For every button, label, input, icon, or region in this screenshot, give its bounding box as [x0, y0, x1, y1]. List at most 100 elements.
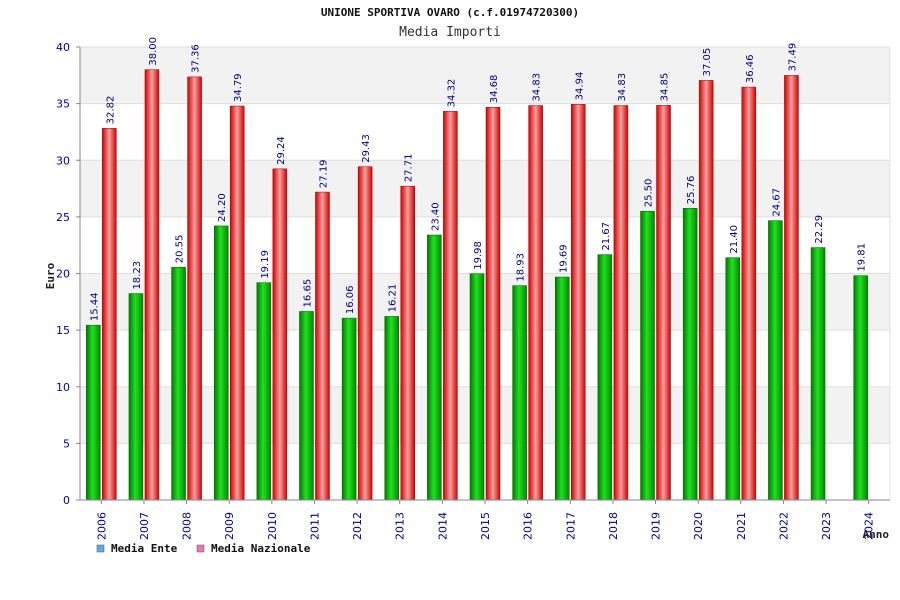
y-tick-label-5: 5	[63, 437, 70, 450]
data-label-media-nazionale-2007: 38.00	[148, 37, 159, 66]
data-label-media-ente-2015: 19.98	[473, 241, 484, 270]
y-tick-label-10: 10	[56, 381, 70, 394]
x-tick-labels: 2006 2007 2008 2009 2010 2011 2012 2013 2014 2015…	[95, 500, 876, 540]
bar-media-nazionale-2017	[571, 104, 586, 501]
bar-media-ente-2012	[341, 317, 357, 501]
bar-media-ente-2009	[213, 225, 229, 501]
bar-media-ente-2019	[640, 210, 655, 501]
x-tick-label-2014: 2014	[436, 512, 449, 540]
bar-media-nazionale-2008	[187, 76, 202, 501]
data-label-media-nazionale-2011: 27.19	[318, 159, 329, 188]
bars	[86, 69, 868, 501]
y-tick-label-15: 15	[56, 324, 70, 337]
bar-media-nazionale-2014	[443, 111, 458, 501]
data-label-media-ente-2017: 19.69	[558, 244, 569, 273]
x-tick-label-2006: 2006	[95, 512, 108, 540]
data-label-media-nazionale-2018: 34.83	[617, 73, 628, 102]
bar-media-nazionale-2007	[144, 69, 160, 501]
bar-media-ente-2011	[299, 311, 314, 501]
bar-media-nazionale-2018	[613, 105, 629, 501]
bar-media-ente-2023	[810, 247, 826, 501]
data-label-media-ente-2024: 19.81	[857, 243, 868, 272]
bar-media-ente-2007	[128, 293, 144, 501]
data-labels: 15.44 32.82 18.23 38.00 20.55 37.36 24.20 34.79…	[89, 37, 867, 321]
data-label-media-nazionale-2009: 34.79	[233, 73, 244, 102]
y-tick-label-40: 40	[56, 41, 70, 54]
data-label-media-nazionale-2014: 34.32	[446, 79, 457, 108]
x-tick-label-2008: 2008	[181, 512, 194, 540]
data-label-media-nazionale-2008: 37.36	[191, 44, 202, 73]
bar-media-ente-2010	[256, 282, 272, 501]
x-tick-label-2012: 2012	[351, 512, 364, 540]
data-label-media-nazionale-2020: 37.05	[702, 48, 713, 77]
data-label-media-nazionale-2013: 27.71	[404, 154, 415, 183]
bar-media-ente-2017	[555, 276, 570, 501]
x-tick-label-2016: 2016	[522, 512, 535, 540]
data-label-media-ente-2011: 16.65	[302, 279, 313, 308]
y-tick-label-25: 25	[56, 211, 70, 224]
x-tick-label-2019: 2019	[650, 512, 663, 540]
x-tick-label-2011: 2011	[308, 512, 321, 540]
legend-label-0: Media Ente	[111, 542, 178, 555]
legend: Media Ente Media Nazionale	[96, 542, 311, 555]
bar-media-ente-2018	[597, 254, 613, 501]
bar-media-ente-2015	[469, 273, 485, 501]
data-label-media-nazionale-2006: 32.82	[105, 96, 116, 125]
x-tick-label-2017: 2017	[564, 512, 577, 540]
bar-media-nazionale-2010	[272, 168, 288, 501]
bar-media-ente-2022	[768, 220, 783, 501]
y-tick-label-35: 35	[56, 98, 70, 111]
data-label-media-nazionale-2010: 29.24	[276, 136, 287, 165]
data-label-media-nazionale-2016: 34.83	[532, 73, 543, 102]
x-tick-label-2015: 2015	[479, 512, 492, 540]
y-tick-labels: 0 5 10 15 20 25 30 35 40	[56, 41, 80, 507]
bar-media-ente-2024	[853, 275, 868, 501]
data-label-media-nazionale-2019: 34.85	[660, 73, 671, 102]
x-tick-label-2009: 2009	[223, 512, 236, 540]
data-label-media-ente-2021: 21.40	[729, 225, 740, 254]
data-label-media-ente-2007: 18.23	[132, 261, 143, 290]
data-label-media-ente-2023: 22.29	[814, 215, 825, 244]
legend-label-1: Media Nazionale	[211, 542, 311, 555]
y-tick-label-30: 30	[56, 154, 70, 167]
y-tick-label-20: 20	[56, 268, 70, 281]
legend-swatch-1	[196, 544, 205, 553]
chart-title: UNIONE SPORTIVA OVARO (c.f.01974720300)	[320, 6, 580, 19]
x-tick-label-2010: 2010	[266, 512, 279, 540]
data-label-media-ente-2008: 20.55	[175, 235, 186, 264]
data-label-media-ente-2010: 19.19	[260, 250, 271, 279]
data-label-media-ente-2012: 16.06	[345, 285, 356, 314]
bar-media-ente-2013	[384, 316, 399, 501]
x-tick-label-2007: 2007	[138, 512, 151, 540]
bar-media-ente-2006	[86, 324, 101, 501]
x-tick-label-2018: 2018	[607, 512, 620, 540]
bar-media-ente-2016	[512, 285, 527, 501]
bar-media-nazionale-2013	[400, 185, 415, 501]
x-tick-label-2024: 2024	[863, 512, 876, 540]
data-label-media-ente-2013: 16.21	[388, 284, 399, 313]
data-label-media-ente-2022: 24.67	[771, 188, 782, 217]
bar-media-nazionale-2016	[528, 105, 543, 501]
data-label-media-ente-2019: 25.50	[644, 179, 655, 208]
bar-media-nazionale-2009	[229, 105, 245, 501]
bar-media-nazionale-2015	[485, 106, 501, 501]
bar-media-nazionale-2011	[315, 191, 330, 501]
x-tick-label-2023: 2023	[820, 512, 833, 540]
y-tick-label-0: 0	[63, 494, 70, 507]
bar-media-nazionale-2019	[656, 105, 671, 501]
data-label-media-nazionale-2022: 37.49	[787, 43, 798, 72]
x-tick-label-2022: 2022	[777, 512, 790, 540]
legend-swatch-0	[96, 544, 105, 553]
data-label-media-ente-2009: 24.20	[217, 193, 228, 222]
bar-media-ente-2008	[171, 267, 186, 501]
bar-media-nazionale-2021	[741, 86, 757, 501]
data-label-media-ente-2020: 25.76	[686, 176, 697, 205]
data-label-media-ente-2014: 23.40	[430, 202, 441, 231]
data-label-media-nazionale-2015: 34.68	[489, 75, 500, 104]
data-label-media-ente-2006: 15.44	[89, 293, 100, 322]
x-axis-label: Anno	[863, 528, 890, 541]
x-tick-label-2021: 2021	[735, 512, 748, 540]
x-tick-label-2020: 2020	[692, 512, 705, 540]
y-axis-label: Euro	[44, 262, 57, 289]
